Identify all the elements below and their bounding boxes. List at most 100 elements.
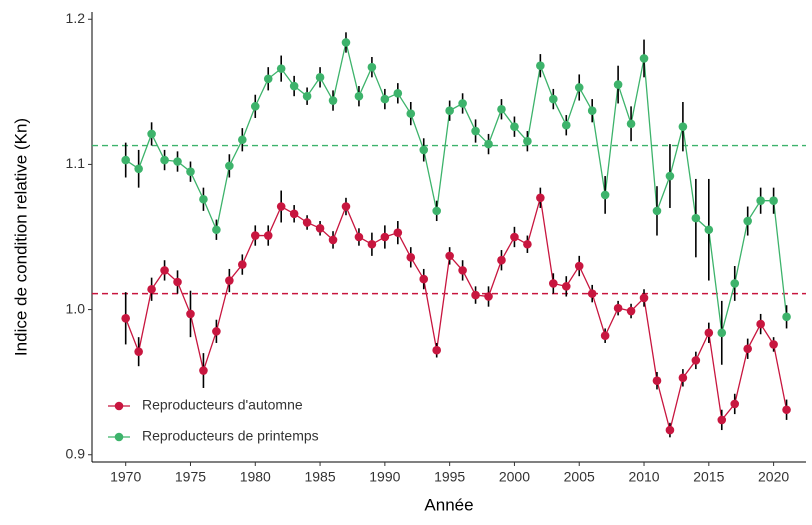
- point: [769, 340, 778, 349]
- point: [652, 206, 662, 216]
- point: [652, 376, 662, 386]
- point: [613, 303, 623, 313]
- point: [626, 306, 636, 316]
- point: [263, 231, 273, 240]
- point: [445, 106, 454, 116]
- point: [484, 292, 493, 301]
- point: [186, 309, 195, 319]
- point: [432, 345, 441, 355]
- point: [626, 119, 636, 129]
- point: [367, 239, 377, 249]
- x-tick-label: 1980: [240, 469, 271, 485]
- point: [393, 228, 403, 237]
- point: [341, 202, 351, 211]
- x-tick-label: 2015: [693, 469, 724, 485]
- point: [730, 399, 740, 409]
- point: [354, 91, 364, 101]
- point: [497, 255, 506, 265]
- point: [471, 126, 480, 136]
- point: [276, 202, 286, 211]
- y-tick-label: 1.1: [66, 155, 86, 171]
- point: [782, 405, 791, 415]
- point: [665, 171, 675, 181]
- point: [250, 231, 260, 240]
- point: [121, 155, 130, 165]
- point: [212, 327, 221, 336]
- x-tick-label: 2005: [564, 469, 595, 485]
- point: [380, 232, 390, 242]
- point: [289, 209, 299, 219]
- point: [536, 193, 545, 203]
- point: [730, 279, 740, 288]
- point: [756, 196, 765, 206]
- point: [199, 366, 208, 375]
- point: [250, 102, 260, 111]
- point: [147, 129, 156, 139]
- point: [186, 167, 195, 176]
- point: [510, 232, 519, 242]
- point: [354, 232, 364, 242]
- point: [549, 279, 558, 288]
- point: [173, 157, 182, 166]
- x-tick-label: 1985: [304, 469, 335, 485]
- point: [276, 64, 286, 73]
- point: [289, 81, 299, 91]
- series-line: [125, 197, 788, 431]
- point: [613, 80, 623, 89]
- point: [600, 331, 610, 341]
- point: [536, 61, 545, 71]
- point: [458, 266, 467, 275]
- y-tick-label: 0.9: [66, 445, 86, 461]
- point: [717, 328, 727, 338]
- point: [523, 136, 532, 146]
- point: [639, 293, 649, 303]
- point: [212, 225, 221, 235]
- point: [341, 38, 351, 47]
- y-axis-title: Indice de condition relative (Kn): [11, 118, 30, 356]
- point: [160, 266, 169, 275]
- point: [238, 260, 247, 269]
- point: [147, 284, 156, 294]
- point: [328, 235, 338, 245]
- y-tick-label: 1.2: [66, 10, 86, 26]
- point: [587, 106, 597, 116]
- point: [225, 161, 234, 171]
- point: [756, 319, 765, 329]
- point: [717, 415, 727, 425]
- point: [471, 290, 480, 300]
- x-tick-label: 2000: [499, 469, 530, 485]
- point: [574, 83, 584, 92]
- point: [704, 225, 714, 235]
- point: [574, 261, 584, 271]
- x-tick-label: 2010: [628, 469, 659, 485]
- point: [225, 276, 234, 285]
- point: [600, 190, 610, 200]
- point: [678, 373, 688, 383]
- point: [523, 239, 532, 249]
- point: [704, 328, 714, 338]
- point: [497, 104, 506, 114]
- point: [328, 96, 338, 105]
- x-tick-label: 1975: [175, 469, 206, 485]
- point: [302, 91, 312, 101]
- point: [134, 164, 143, 174]
- legend-label: Reproducteurs de printemps: [142, 428, 319, 444]
- x-tick-label: 1990: [369, 469, 400, 485]
- series-line: [125, 42, 788, 333]
- point: [445, 251, 454, 261]
- point: [315, 73, 325, 82]
- point: [549, 94, 558, 104]
- point: [458, 99, 467, 108]
- point: [160, 155, 169, 165]
- point: [121, 313, 130, 323]
- legend-marker: [114, 401, 124, 411]
- point: [134, 347, 143, 356]
- point: [639, 54, 649, 63]
- point: [406, 253, 416, 262]
- point: [199, 194, 208, 204]
- point: [432, 206, 441, 216]
- x-axis-title: Année: [424, 495, 473, 514]
- point: [743, 344, 752, 354]
- point: [691, 356, 701, 365]
